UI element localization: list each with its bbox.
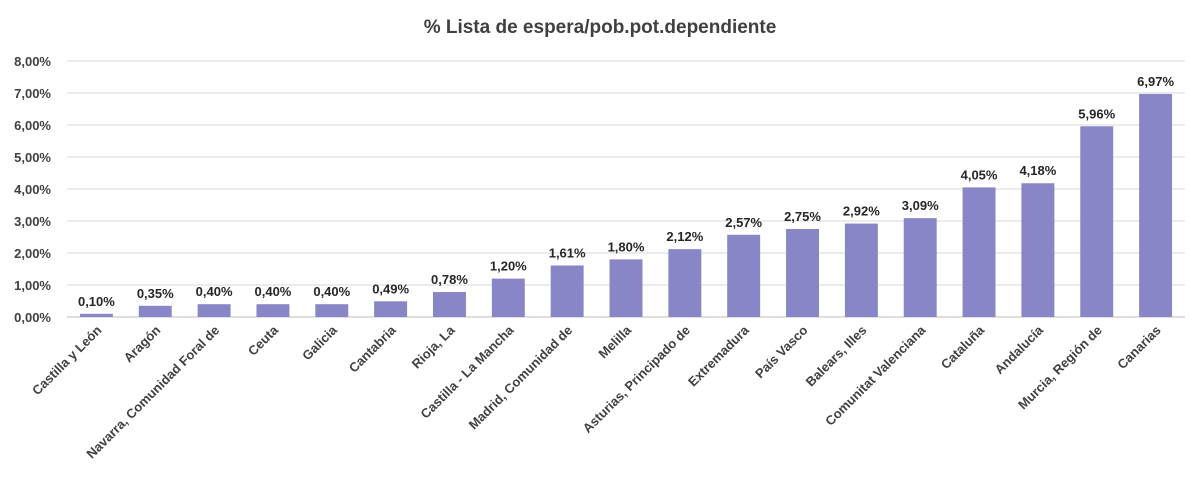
bar (727, 234, 761, 317)
bar (550, 265, 584, 317)
data-label: 2,92% (843, 204, 880, 219)
data-label: 0,40% (255, 284, 292, 299)
data-label: 0,40% (196, 284, 233, 299)
bar (844, 223, 878, 317)
chart-title: % Lista de espera/pob.pot.dependiente (424, 17, 777, 38)
data-label: 1,20% (490, 259, 527, 274)
x-tick-label: Cantabria (346, 322, 400, 376)
bar (609, 259, 643, 317)
bar (1080, 126, 1114, 317)
data-label: 4,05% (961, 167, 998, 182)
x-tick-label: Comunitat Valenciana (822, 322, 929, 429)
bar (315, 304, 349, 317)
x-tick-label: Galicia (299, 322, 340, 363)
bar (79, 313, 113, 317)
bars (79, 93, 1173, 318)
data-label: 2,12% (666, 229, 703, 244)
bar (197, 304, 231, 317)
y-axis-ticks: 0,00% 1,00% 2,00% 3,00% 4,00% 5,00% 6,00% 7,00%… (14, 54, 51, 325)
x-tick-label: Madrid, Comunidad de (466, 323, 576, 433)
data-label: 2,75% (784, 209, 821, 224)
data-label: 0,10% (78, 294, 115, 309)
data-label: 3,09% (902, 198, 939, 213)
y-tick-label: 1,00% (14, 278, 51, 293)
data-label: 0,40% (313, 284, 350, 299)
data-label: 6,97% (1137, 74, 1174, 89)
data-label: 0,78% (431, 272, 468, 287)
x-tick-label: País Vasco (752, 322, 811, 381)
y-tick-label: 4,00% (14, 182, 51, 197)
x-tick-label: Extremadura (685, 322, 752, 389)
data-label: 0,35% (137, 286, 174, 301)
bar (668, 249, 702, 317)
bar (256, 304, 290, 317)
bar (1139, 93, 1173, 318)
bar (374, 301, 408, 317)
bar (786, 229, 820, 317)
x-tick-label: Asturias, Principado de (580, 323, 693, 436)
data-label: 5,96% (1078, 106, 1115, 121)
y-tick-label: 6,00% (14, 118, 51, 133)
data-label: 2,57% (725, 215, 762, 230)
y-tick-label: 7,00% (14, 86, 51, 101)
x-tick-label: Melilla (595, 322, 634, 361)
bar (491, 278, 525, 317)
y-tick-label: 3,00% (14, 214, 51, 229)
bar (138, 305, 172, 317)
data-label: 0,49% (372, 281, 409, 296)
x-tick-label: Balears, Illes (803, 323, 870, 390)
data-label: 1,61% (549, 245, 586, 260)
data-label: 1,80% (608, 239, 645, 254)
data-labels: 0,10% 0,35% 0,40% 0,40% 0,40% 0,49% 0,78% 1,20%… (78, 74, 1174, 309)
bar (1021, 183, 1055, 317)
y-tick-label: 2,00% (14, 246, 51, 261)
y-tick-label: 0,00% (14, 310, 51, 325)
y-tick-label: 5,00% (14, 150, 51, 165)
bar (903, 218, 937, 317)
x-tick-label: Andalucía (991, 322, 1046, 377)
data-label: 4,18% (1019, 163, 1056, 178)
y-tick-label: 8,00% (14, 54, 51, 69)
x-tick-label: Rioja, La (409, 322, 458, 371)
bar (962, 187, 996, 317)
x-tick-label: Aragón (121, 322, 164, 365)
x-tick-label: Cataluña (938, 322, 988, 372)
x-tick-label: Ceuta (245, 322, 282, 359)
x-tick-label: Canarias (1114, 323, 1163, 372)
bar (432, 292, 466, 317)
x-tick-label: Castilla y León (29, 322, 105, 398)
